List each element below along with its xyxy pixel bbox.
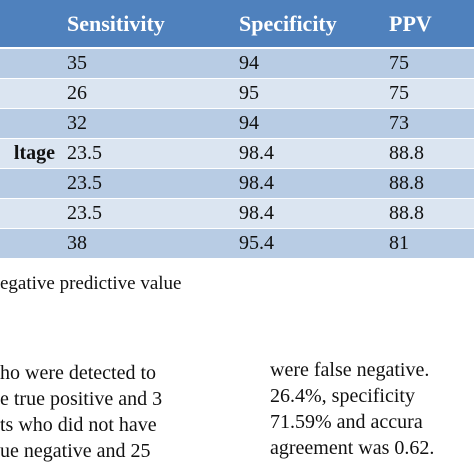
row-label: ltage — [0, 138, 60, 169]
cell-sensitivity: 23.5 — [60, 138, 232, 169]
cell-ppv: 88.8 — [382, 138, 474, 169]
header-cell-sensitivity: Sensitivity — [60, 0, 232, 49]
cell-specificity: 98.4 — [232, 138, 382, 169]
cell-ppv: 81 — [382, 228, 474, 259]
table-row: 32 94 73 — [0, 108, 474, 139]
body-text-line: agreement was 0.62. — [270, 437, 435, 459]
table-row: ltage 23.5 98.4 88.8 — [0, 138, 474, 169]
body-text-line: 26.4%, specificity — [270, 385, 415, 407]
body-text-line: were false negative. — [270, 359, 430, 381]
cell-ppv: 73 — [382, 108, 474, 139]
header-cell-specificity: Specificity — [232, 0, 382, 49]
body-text-line: e true positive and 3 — [0, 388, 163, 410]
cell-sensitivity: 38 — [60, 228, 232, 259]
body-text-line: ho were detected to — [0, 362, 157, 384]
header-cell-label — [0, 0, 60, 49]
cell-sensitivity: 23.5 — [60, 198, 232, 229]
table-header-row: Sensitivity Specificity PPV — [0, 0, 474, 49]
cell-specificity: 94 — [232, 108, 382, 139]
row-label — [0, 48, 60, 79]
body-text-left-column: ho were detected to e true positive and … — [0, 360, 210, 464]
row-label — [0, 168, 60, 199]
header-cell-ppv: PPV — [382, 0, 474, 49]
cell-ppv: 75 — [382, 48, 474, 79]
cell-specificity: 98.4 — [232, 168, 382, 199]
body-text-line: ts who did not have — [0, 414, 157, 436]
body-text-line: ue negative and 25 — [0, 440, 151, 462]
table-row: 23.5 98.4 88.8 — [0, 198, 474, 229]
cell-sensitivity: 32 — [60, 108, 232, 139]
row-label — [0, 78, 60, 109]
row-label — [0, 198, 60, 229]
cell-sensitivity: 23.5 — [60, 168, 232, 199]
table-row: 38 95.4 81 — [0, 228, 474, 259]
cell-specificity: 95 — [232, 78, 382, 109]
table-row: 26 95 75 — [0, 78, 474, 109]
cell-ppv: 88.8 — [382, 198, 474, 229]
cell-specificity: 95.4 — [232, 228, 382, 259]
body-text-line: 71.59% and accura — [270, 411, 423, 433]
table-row: 35 94 75 — [0, 48, 474, 79]
body-text-right-column: were false negative. 26.4%, specificity … — [270, 357, 474, 461]
cell-ppv: 88.8 — [382, 168, 474, 199]
row-label — [0, 228, 60, 259]
cell-sensitivity: 26 — [60, 78, 232, 109]
cell-ppv: 75 — [382, 78, 474, 109]
table-footnote: egative predictive value — [0, 273, 182, 294]
cell-sensitivity: 35 — [60, 48, 232, 79]
cell-specificity: 98.4 — [232, 198, 382, 229]
cell-specificity: 94 — [232, 48, 382, 79]
results-table: Sensitivity Specificity PPV 35 94 75 26 … — [0, 0, 474, 259]
table-row: 23.5 98.4 88.8 — [0, 168, 474, 199]
row-label — [0, 108, 60, 139]
